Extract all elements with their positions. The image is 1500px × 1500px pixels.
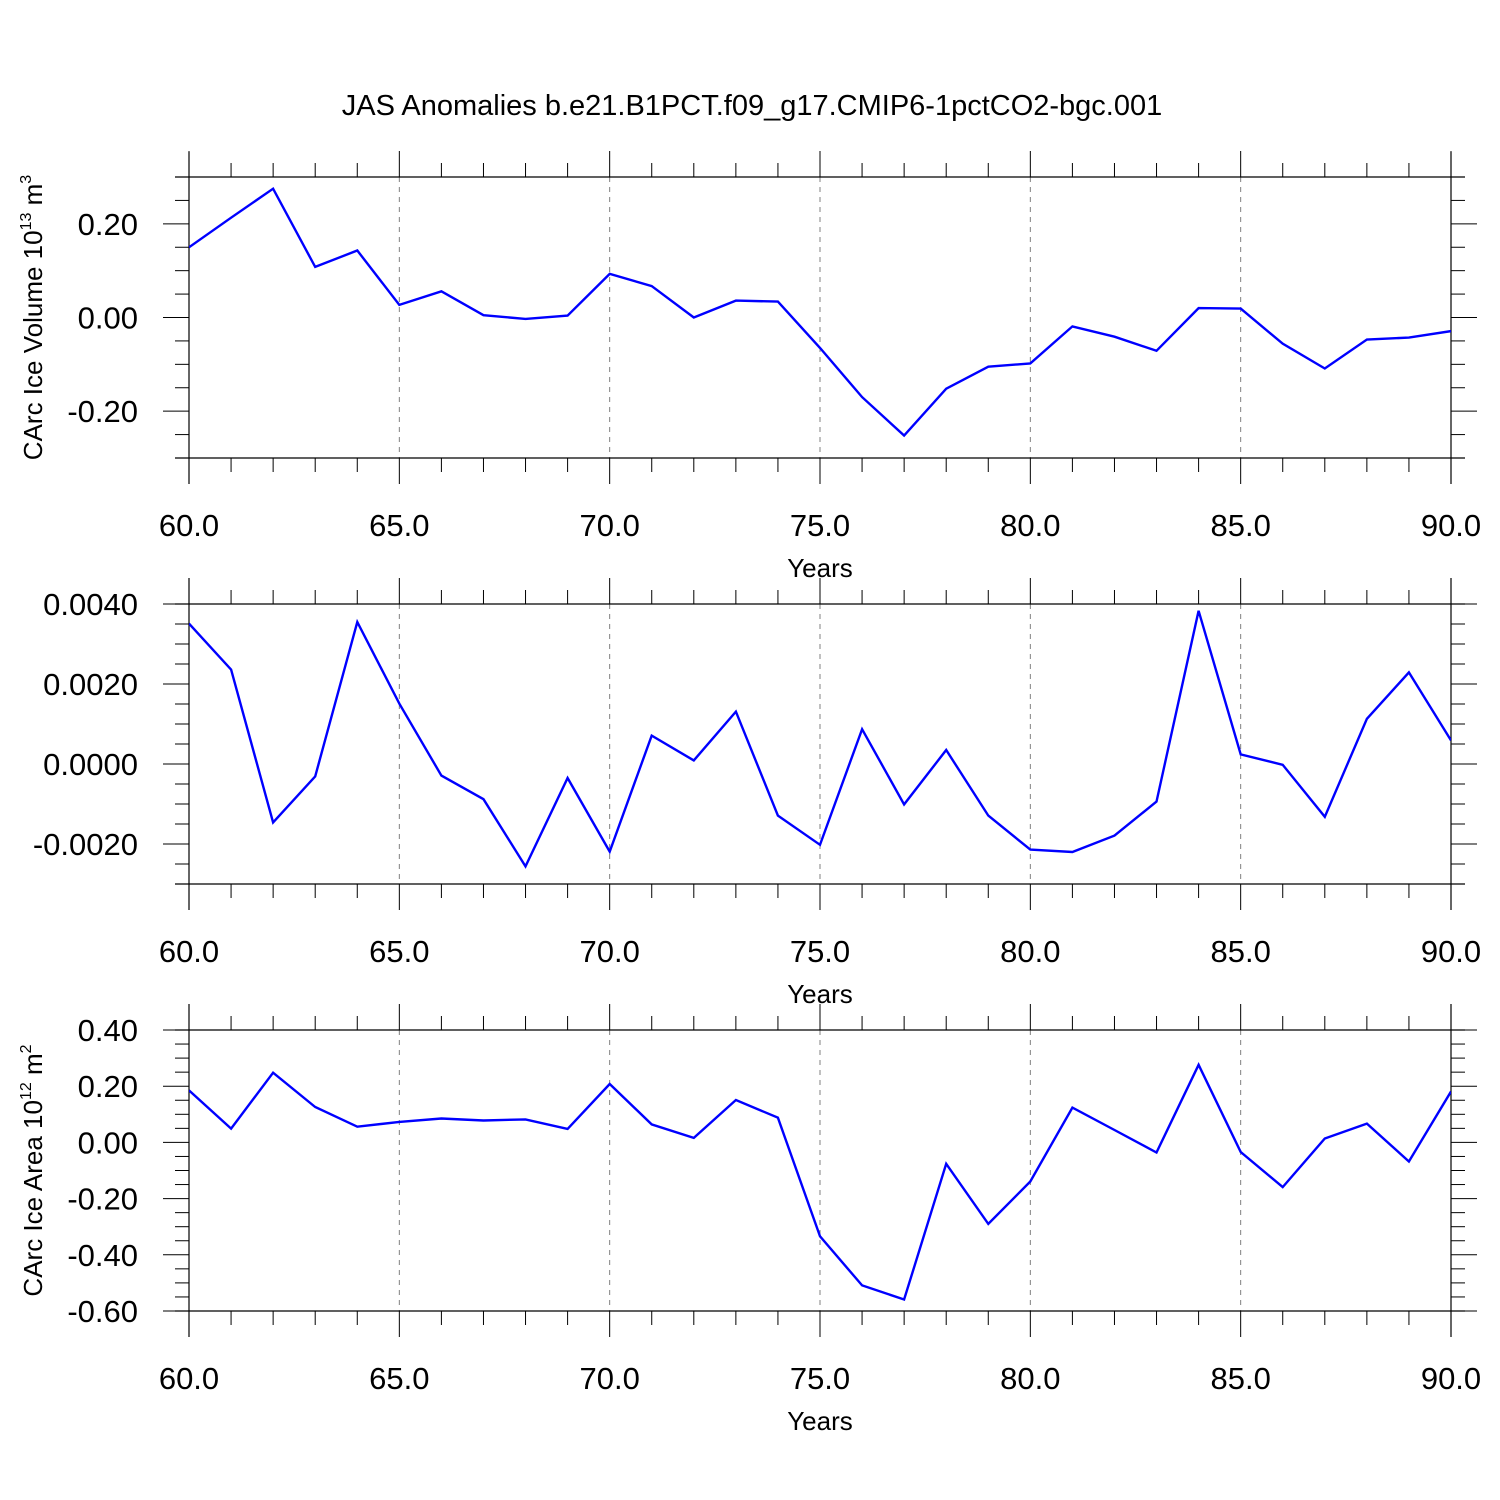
ice-volume-series-line — [189, 186, 1451, 438]
ice-volume-x-tick-label: 90.0 — [1421, 508, 1481, 543]
ice-area-y-axis-label: CArc Ice Area 1012 m2 — [18, 1044, 48, 1296]
snow-volume-y-tick-label: 0.0000 — [43, 747, 138, 782]
ice-volume-y-axis-label: CArc Ice Volume 1013 m3 — [18, 175, 48, 460]
snow-volume-x-tick-label: 90.0 — [1421, 934, 1481, 969]
ice-area-x-tick-label: 90.0 — [1421, 1361, 1481, 1396]
ice-volume-x-tick-label: 85.0 — [1210, 508, 1270, 543]
snow-volume-x-tick-label: 80.0 — [1000, 934, 1060, 969]
ice-area-y-tick-label: -0.20 — [67, 1182, 138, 1217]
ice-volume-x-tick-label: 60.0 — [159, 508, 219, 543]
snow-volume-y-tick-label: 0.0020 — [43, 667, 138, 702]
ice-area-y-tick-label: -0.60 — [67, 1294, 138, 1329]
ice-volume-x-tick-label: 75.0 — [790, 508, 850, 543]
panel-ice-area: 60.0 65.0 70.0 75.0 80.0 85.0 90.0 Years 0.40 0.2… — [18, 1004, 1481, 1436]
ice-volume-y-tick-label: 0.00 — [78, 301, 138, 336]
panel-snow-volume: 60.0 65.0 70.0 75.0 80.0 85.0 90.0Years0.00400… — [33, 578, 1481, 1009]
ice-area-y-tick-label: 0.40 — [78, 1013, 138, 1048]
ice-area-x-tick-label: 60.0 — [159, 1361, 219, 1396]
snow-volume-x-tick-label: 65.0 — [369, 934, 429, 969]
snow-volume-y-tick-label: 0.0040 — [43, 587, 138, 622]
ice-volume-x-tick-label: 80.0 — [1000, 508, 1060, 543]
snow-volume-x-tick-label: 60.0 — [159, 934, 219, 969]
ice-area-x-tick-label: 85.0 — [1210, 1361, 1270, 1396]
snow-volume-x-tick-label: 75.0 — [790, 934, 850, 969]
snow-volume-x-tick-label: 70.0 — [579, 934, 639, 969]
snow-volume-series-line — [189, 610, 1451, 869]
ice-area-x-tick-label: 75.0 — [790, 1361, 850, 1396]
ice-area-x-axis-label: Years — [787, 1406, 853, 1436]
ice-volume-y-tick-label: 0.20 — [78, 207, 138, 242]
ice-area-y-tick-label: -0.40 — [67, 1238, 138, 1273]
snow-volume-y-tick-label: -0.0020 — [33, 827, 138, 862]
ice-volume-x-tick-label: 65.0 — [369, 508, 429, 543]
snow-volume-x-tick-label: 85.0 — [1210, 934, 1270, 969]
ice-area-x-tick-label: 80.0 — [1000, 1361, 1060, 1396]
chart-title: JAS Anomalies b.e21.B1PCT.f09_g17.CMIP6-… — [342, 90, 1163, 122]
ice-area-x-tick-label: 70.0 — [579, 1361, 639, 1396]
ice-area-y-tick-label: 0.20 — [78, 1069, 138, 1104]
ice-area-y-tick-label: 0.00 — [78, 1125, 138, 1160]
ice-area-x-tick-label: 65.0 — [369, 1361, 429, 1396]
ice-area-series-line — [189, 1062, 1451, 1302]
ice-volume-x-tick-label: 70.0 — [579, 508, 639, 543]
ice-volume-y-tick-label: -0.20 — [67, 394, 138, 429]
panel-ice-volume: 60.0 65.0 70.0 75.0 80.0 85.0 90.0Years0.200.0… — [18, 151, 1481, 583]
